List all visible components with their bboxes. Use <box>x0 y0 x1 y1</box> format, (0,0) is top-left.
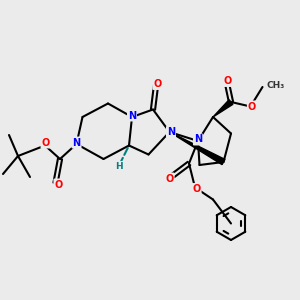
Text: N: N <box>194 134 202 145</box>
Text: CH₃: CH₃ <box>266 81 284 90</box>
Text: O: O <box>248 101 256 112</box>
Text: H: H <box>115 162 122 171</box>
Text: O: O <box>41 137 50 148</box>
Text: O: O <box>165 173 174 184</box>
Polygon shape <box>169 132 225 165</box>
Text: O: O <box>153 79 162 89</box>
Text: N: N <box>167 127 175 137</box>
Text: N: N <box>72 137 81 148</box>
Text: O: O <box>54 179 63 190</box>
Text: O: O <box>224 76 232 86</box>
Text: N: N <box>128 110 136 121</box>
Polygon shape <box>213 100 233 117</box>
Text: O: O <box>192 184 201 194</box>
